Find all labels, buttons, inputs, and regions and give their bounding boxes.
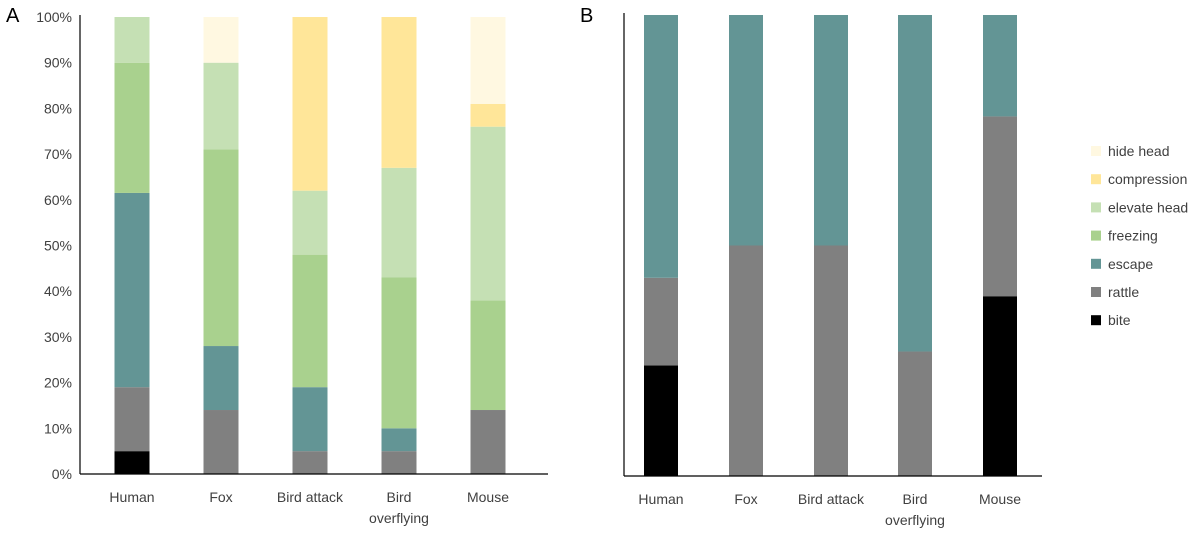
- panel-b-x-tick-label: Human: [638, 491, 683, 507]
- panel-a-bar-mouse-compression: [470, 103, 506, 127]
- panel-a-bar-human-elevate-head: [114, 17, 150, 63]
- panel-a-bar-human-escape: [114, 192, 150, 388]
- panel-a-y-tick-label: 0%: [52, 466, 72, 482]
- legend-swatch-rattle: [1091, 287, 1101, 297]
- panel-a-y-tick-label: 20%: [44, 375, 72, 391]
- legend-swatch-hide-head: [1091, 146, 1101, 156]
- panel-a-bar-bird-overflying-rattle: [381, 451, 417, 474]
- panel-a-bar-bird-overflying-freezing: [381, 277, 417, 429]
- panel-a-y-tick-label: 50%: [44, 238, 72, 254]
- panel-b-bar-bird-overflying-escape: [898, 15, 932, 352]
- legend-swatch-bite: [1091, 315, 1101, 326]
- panel-a-x-tick-label: Bird attack: [277, 489, 344, 505]
- panel-b-label: B: [580, 5, 593, 27]
- panel-a-bar-mouse-elevate-head: [470, 126, 506, 301]
- panel-b-bar-mouse-escape: [983, 15, 1017, 117]
- panel-a-bar-fox-hide-head: [203, 17, 239, 63]
- legend-label-hide-head: hide head: [1108, 143, 1170, 159]
- panel-a-y-tick-label: 70%: [44, 146, 72, 162]
- panel-a-y-tick-label: 90%: [44, 55, 72, 71]
- panel-a-bar-bird-attack-rattle: [292, 451, 328, 474]
- panel-b: B Human Fox Bird attack Bird overflying Mouse: [580, 5, 1042, 528]
- panel-b-bar-bird-attack-escape: [814, 15, 848, 246]
- panel-a-y-tick-label: 100%: [36, 9, 72, 25]
- panel-a-y-tick-label: 10%: [44, 420, 72, 436]
- legend-label-elevate-head: elevate head: [1108, 199, 1188, 215]
- panel-a-bar-bird-attack-elevate-head: [292, 190, 328, 255]
- panel-a: A 0% 10% 20% 30% 40% 50% 60% 70% 80% 90% 100% Human F…: [6, 5, 548, 526]
- panel-b-bar-fox-escape: [729, 15, 763, 246]
- panel-b-bar-bird-attack-rattle: [814, 245, 848, 476]
- panel-a-bar-mouse-hide-head: [470, 17, 506, 104]
- panel-a-bar-bird-attack-escape: [292, 387, 328, 452]
- panel-a-bar-bird-overflying-elevate-head: [381, 167, 417, 278]
- panel-b-x-tick-label: Bird overflying: [885, 491, 945, 528]
- legend: hide head compression elevate head freezing…: [1091, 143, 1188, 328]
- panel-b-x-tick-label: Fox: [734, 491, 757, 507]
- panel-b-bar-fox-rattle: [729, 245, 763, 476]
- panel-b-x-tick-label: Bird attack: [798, 491, 865, 507]
- panel-b-x-tick-label: Mouse: [979, 491, 1021, 507]
- panel-a-y-tick-label: 40%: [44, 283, 72, 299]
- legend-swatch-freezing: [1091, 230, 1101, 241]
- panel-a-bar-bird-attack-freezing: [292, 254, 328, 388]
- panel-b-bar-mouse-rattle: [983, 116, 1017, 297]
- panel-b-bar-human-bite: [644, 365, 678, 476]
- panel-a-bar-fox-elevate-head: [203, 62, 239, 150]
- panel-a-y-tick-label: 60%: [44, 192, 72, 208]
- panel-a-bar-human-freezing: [114, 62, 150, 193]
- panel-b-bar-human-rattle: [644, 277, 678, 366]
- panel-a-y-tick-label: 30%: [44, 329, 72, 345]
- panel-a-bar-fox-rattle: [203, 410, 239, 474]
- panel-a-x-tick-label: Human: [109, 489, 154, 505]
- legend-swatch-escape: [1091, 258, 1101, 269]
- panel-a-bar-mouse-freezing: [470, 300, 506, 411]
- legend-swatch-compression: [1091, 174, 1101, 185]
- panel-a-bar-fox-freezing: [203, 149, 239, 347]
- panel-a-bar-bird-overflying-escape: [381, 428, 417, 452]
- legend-label-rattle: rattle: [1108, 284, 1139, 300]
- panel-b-bar-bird-overflying-rattle: [898, 351, 932, 476]
- legend-label-bite: bite: [1108, 312, 1131, 328]
- panel-a-y-tick-label: 80%: [44, 100, 72, 116]
- panel-a-bar-human-rattle: [114, 387, 150, 452]
- panel-b-bar-mouse-bite: [983, 296, 1017, 476]
- legend-label-escape: escape: [1108, 256, 1153, 272]
- panel-a-x-tick-label: Fox: [209, 489, 232, 505]
- panel-a-x-tick-label: Bird overflying: [369, 489, 429, 526]
- panel-a-bar-bird-attack-compression: [292, 17, 328, 191]
- panel-a-bar-human-bite: [114, 451, 150, 474]
- panel-a-bar-mouse-rattle: [470, 410, 506, 474]
- legend-label-compression: compression: [1108, 171, 1187, 187]
- panel-b-bar-human-escape: [644, 15, 678, 278]
- panel-a-x-tick-label: Mouse: [467, 489, 509, 505]
- legend-label-freezing: freezing: [1108, 228, 1158, 244]
- panel-a-label: A: [6, 5, 20, 27]
- panel-a-bar-fox-escape: [203, 346, 239, 411]
- legend-swatch-elevate-head: [1091, 202, 1101, 213]
- panel-a-bar-bird-overflying-compression: [381, 17, 417, 168]
